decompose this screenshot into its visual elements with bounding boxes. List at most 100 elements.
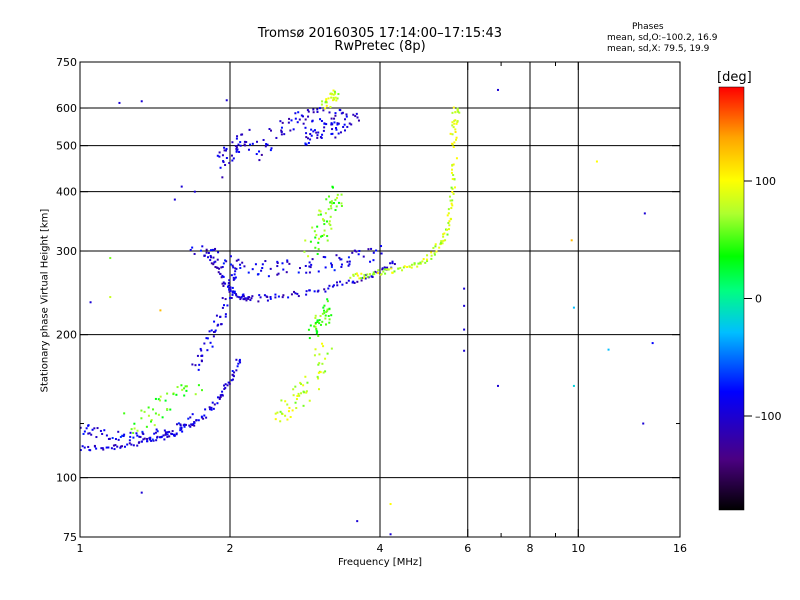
data-point xyxy=(222,281,225,284)
data-point xyxy=(207,251,210,254)
data-point xyxy=(352,274,355,277)
data-point xyxy=(318,237,321,240)
data-point xyxy=(327,315,330,318)
data-point xyxy=(261,266,264,269)
data-point xyxy=(142,438,145,441)
data-point xyxy=(324,266,327,269)
data-point xyxy=(224,383,227,386)
data-point xyxy=(335,99,338,102)
scatter-point xyxy=(463,304,466,307)
scatter-point xyxy=(463,287,466,290)
data-point xyxy=(343,129,346,132)
data-point xyxy=(319,323,322,326)
scatter-point xyxy=(572,384,575,387)
colorbar-tick-label: 100 xyxy=(755,175,776,188)
data-point xyxy=(390,267,393,270)
data-point xyxy=(129,431,132,434)
data-point xyxy=(453,178,456,181)
data-point xyxy=(329,224,332,227)
data-point xyxy=(306,381,309,384)
data-point xyxy=(300,383,303,386)
data-point xyxy=(313,290,316,293)
data-point xyxy=(377,272,380,275)
data-point xyxy=(261,263,264,266)
data-point xyxy=(323,229,326,232)
data-point xyxy=(299,381,302,384)
data-point xyxy=(451,204,454,207)
data-point xyxy=(326,308,329,311)
data-point xyxy=(328,111,331,114)
data-point xyxy=(320,119,323,122)
data-point xyxy=(156,430,159,433)
data-point xyxy=(212,263,215,266)
data-point xyxy=(307,110,310,113)
scatter-point xyxy=(643,212,646,215)
y-tick-label: 100 xyxy=(56,472,77,485)
data-point xyxy=(279,120,282,123)
data-point xyxy=(229,255,232,258)
data-point xyxy=(183,425,186,428)
data-point xyxy=(288,117,291,120)
data-point xyxy=(307,328,310,331)
data-point xyxy=(246,297,249,300)
data-point xyxy=(187,417,190,420)
data-point xyxy=(205,251,208,254)
data-point xyxy=(236,295,239,298)
data-point xyxy=(85,427,88,430)
data-point xyxy=(91,428,94,431)
data-point xyxy=(163,438,166,441)
data-point xyxy=(372,259,375,262)
data-point xyxy=(354,115,357,118)
data-point xyxy=(456,120,459,123)
scatter-point xyxy=(140,491,143,494)
data-point xyxy=(345,113,348,116)
data-point xyxy=(197,419,200,422)
data-point xyxy=(225,147,228,150)
data-point xyxy=(329,201,332,204)
data-point xyxy=(327,97,330,100)
data-point xyxy=(128,442,131,445)
data-point xyxy=(231,373,234,376)
data-point xyxy=(345,115,348,118)
data-point xyxy=(185,385,188,388)
data-point xyxy=(338,108,341,111)
data-point xyxy=(380,252,383,255)
data-point xyxy=(208,406,211,409)
y-tick-label: 200 xyxy=(56,329,77,342)
data-point xyxy=(302,115,305,118)
data-point xyxy=(456,108,459,111)
data-point xyxy=(216,402,219,405)
data-point xyxy=(117,438,120,441)
data-point xyxy=(323,311,326,314)
data-point xyxy=(292,388,295,391)
data-point xyxy=(316,108,319,111)
data-point xyxy=(155,439,158,442)
data-point xyxy=(235,293,238,296)
data-points xyxy=(79,88,654,536)
data-point xyxy=(235,259,238,262)
data-point xyxy=(384,272,387,275)
scatter-point xyxy=(463,349,466,352)
data-point xyxy=(451,163,454,166)
data-point xyxy=(245,141,248,144)
data-point xyxy=(318,362,321,365)
data-point xyxy=(298,394,301,397)
data-point xyxy=(370,247,373,250)
stats-o-mode: mean, sd,O:–100.2, 16.9 xyxy=(607,33,718,43)
data-point xyxy=(228,279,231,282)
data-point xyxy=(352,280,355,283)
data-point xyxy=(331,185,334,188)
data-point xyxy=(235,358,238,361)
data-point xyxy=(103,429,106,432)
stats-x-mode: mean, sd,X: 79.5, 19.9 xyxy=(607,44,710,54)
data-point xyxy=(453,141,456,144)
data-point xyxy=(430,257,433,260)
data-point xyxy=(83,430,86,433)
data-point xyxy=(317,377,320,380)
data-point xyxy=(184,385,187,388)
data-point xyxy=(221,282,224,285)
data-point xyxy=(308,271,311,274)
data-point xyxy=(357,119,360,122)
data-point xyxy=(205,337,208,340)
data-point xyxy=(139,435,142,438)
